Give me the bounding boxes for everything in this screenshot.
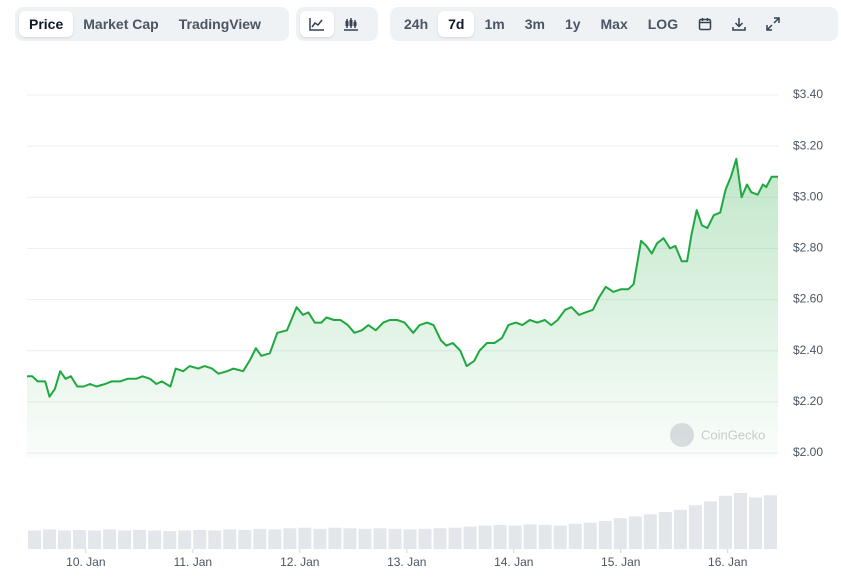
volume-bar — [373, 528, 387, 549]
volume-bar — [103, 529, 117, 549]
volume-bar — [118, 530, 132, 549]
volume-bar — [73, 529, 87, 549]
volume-bar — [748, 497, 762, 549]
view-tab[interactable]: TradingView — [178, 16, 261, 32]
volume-bar — [343, 528, 357, 549]
y-tick-label: $2.40 — [793, 343, 823, 357]
volume-bar — [613, 518, 627, 549]
line-chart-button[interactable] — [300, 11, 334, 37]
volume-bar — [718, 495, 732, 549]
range-tabs: 24h 7d 1m 3m 1y Max LOG — [390, 7, 838, 41]
volume-bar — [703, 501, 717, 549]
price-area — [27, 158, 778, 458]
calendar-button[interactable] — [688, 11, 722, 37]
view-tab[interactable]: Price — [19, 11, 74, 37]
volume-bar — [493, 524, 507, 549]
range-tab[interactable]: Max — [600, 16, 628, 32]
volume-bar — [553, 525, 567, 549]
volume-bar — [193, 529, 207, 549]
volume-bar — [88, 530, 102, 549]
volume-bar — [298, 527, 312, 549]
view-tabs: Price Market Cap TradingView — [15, 7, 289, 41]
y-tick-label: $2.80 — [793, 241, 823, 255]
x-tick-label: 16. Jan — [708, 555, 747, 569]
volume-bar — [523, 524, 537, 549]
volume-bar — [28, 530, 42, 549]
price-line — [27, 157, 778, 398]
volume-bar — [283, 528, 297, 549]
y-tick-label: $2.20 — [793, 394, 823, 408]
range-tab[interactable]: 1m — [484, 16, 505, 32]
download-button[interactable] — [722, 11, 756, 37]
line-icon — [309, 18, 324, 31]
volume-bar — [163, 531, 177, 549]
volume-bar — [583, 522, 597, 549]
volume-bar — [313, 528, 327, 549]
volume-bar — [643, 514, 657, 549]
x-tick-label: 10. Jan — [66, 555, 105, 569]
volume-bar — [418, 528, 432, 549]
x-tick-label: 14. Jan — [494, 555, 533, 569]
volume-bar — [628, 516, 642, 549]
volume-bar — [688, 505, 702, 549]
x-tick-label: 13. Jan — [387, 555, 426, 569]
candle-icon — [344, 18, 358, 31]
volume-bar — [268, 529, 282, 549]
watermark: CoinGecko — [670, 423, 765, 447]
volume-bar — [763, 495, 777, 549]
expand-icon — [766, 17, 780, 31]
volume-bar — [43, 529, 57, 549]
x-tick-label: 12. Jan — [280, 555, 319, 569]
volume-bar — [508, 525, 522, 549]
volume-bar — [403, 529, 417, 549]
plot — [27, 157, 778, 458]
volume-bar — [598, 521, 612, 549]
volume-bar — [673, 509, 687, 549]
y-tick-label: $3.20 — [793, 138, 823, 152]
range-tab[interactable]: LOG — [647, 16, 679, 32]
volume-bar — [238, 529, 252, 549]
volume-bar — [328, 527, 342, 549]
volume-bar — [658, 512, 672, 549]
y-tick-label: $3.00 — [793, 189, 823, 203]
volume-bar — [538, 524, 552, 549]
calendar-icon — [698, 18, 712, 31]
x-tick-label: 15. Jan — [601, 555, 640, 569]
candle-chart-button[interactable] — [334, 11, 368, 37]
y-tick-label: $3.40 — [793, 87, 823, 101]
volume-bar — [148, 530, 162, 549]
range-tab[interactable]: 24h — [404, 16, 429, 32]
volume-bar — [733, 493, 747, 549]
volume — [28, 493, 777, 549]
volume-bar — [133, 529, 147, 549]
volume-bar — [58, 530, 72, 549]
y-tick-label: $2.00 — [793, 445, 823, 459]
chart-style-tabs — [296, 7, 378, 41]
download-icon — [732, 18, 746, 31]
volume-bar — [223, 529, 237, 549]
volume-bar — [388, 528, 402, 549]
watermark-text: CoinGecko — [701, 427, 765, 442]
volume-bar — [208, 530, 222, 549]
volume-bar — [358, 528, 372, 549]
y-tick-label: $2.60 — [793, 292, 823, 306]
volume-bar — [178, 530, 192, 549]
volume-bar — [568, 523, 582, 549]
volume-bar — [478, 525, 492, 549]
volume-bar — [433, 528, 447, 549]
range-tab[interactable]: 7d — [438, 11, 475, 37]
view-tab[interactable]: Market Cap — [83, 16, 159, 32]
volume-bar — [448, 527, 462, 549]
range-tab[interactable]: 1y — [564, 16, 581, 32]
fullscreen-button[interactable] — [756, 11, 790, 37]
range-buttons: 24h 7d 1m 3m 1y Max LOG — [394, 11, 688, 37]
volume-bar — [253, 528, 267, 549]
x-tick-label: 11. Jan — [174, 555, 212, 569]
range-tab[interactable]: 3m — [524, 16, 545, 32]
volume-bar — [463, 526, 477, 549]
